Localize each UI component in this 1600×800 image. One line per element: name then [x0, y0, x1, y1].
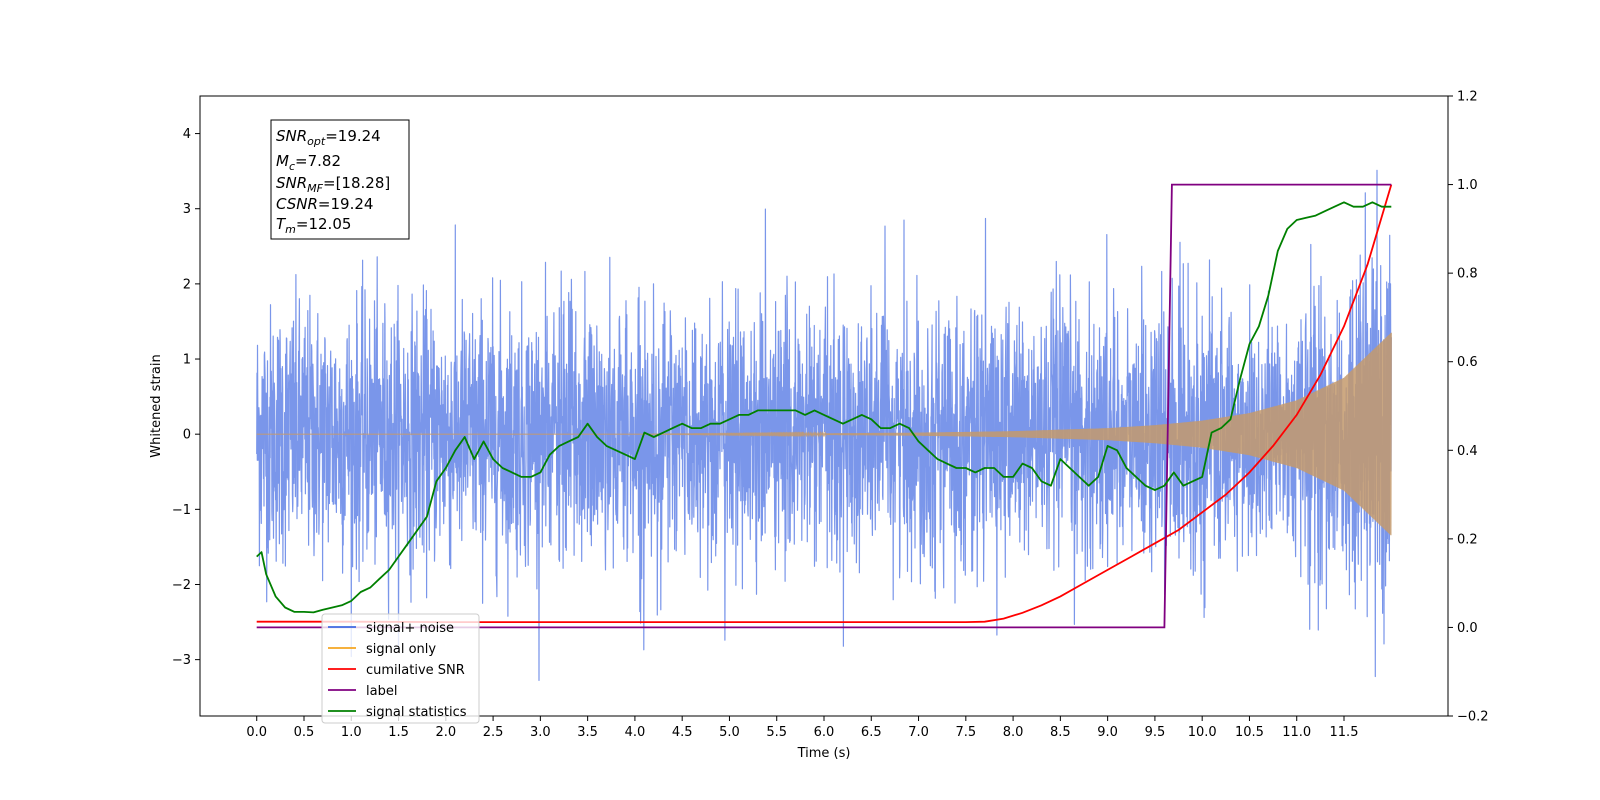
series-signal-only: [256, 332, 1392, 536]
annotation-line: Tm=12.05: [276, 215, 351, 236]
y-right-tick-label: 1.2: [1457, 90, 1478, 105]
x-tick-label: 1.5: [388, 725, 409, 740]
annotation-line: SNRMF=[18.28]: [276, 174, 390, 195]
series-cumulative-snr: [256, 184, 1393, 623]
annotation-line: SNRopt=19.24: [276, 127, 381, 148]
x-tick-label: 11.5: [1330, 725, 1359, 740]
legend-label: signal only: [366, 642, 436, 657]
legend-label: signal+ noise: [366, 621, 454, 636]
series-signal-noise: [256, 169, 1392, 681]
x-tick-label: 5.0: [719, 725, 740, 740]
x-tick-label: 2.0: [435, 725, 456, 740]
x-axis-label: Time (s): [797, 746, 851, 761]
y-tick-label: −2: [172, 578, 191, 593]
y-axis-label: Whitened strain: [149, 354, 164, 457]
y-tick-label: 1: [183, 353, 191, 368]
y-tick-label: −1: [172, 503, 191, 518]
series-signal-statistics: [256, 201, 1392, 614]
x-tick-label: 10.0: [1188, 725, 1217, 740]
y-tick-label: 0: [183, 428, 191, 443]
x-tick-label: 7.5: [955, 725, 976, 740]
x-tick-label: 8.5: [1050, 725, 1071, 740]
legend-label: label: [366, 684, 397, 699]
x-tick-label: 4.0: [625, 725, 646, 740]
y-tick-label: 2: [183, 277, 191, 292]
x-tick-label: 8.0: [1003, 725, 1024, 740]
y-axis-right: −0.2 0.0 0.2 0.4 0.6 0.8 1.0 1.2: [1448, 90, 1489, 725]
annotation-box: SNRopt=19.24 Mc=7.82SNRMF=[18.28]CSNR=19.…: [270, 119, 410, 240]
x-tick-label: 10.5: [1235, 725, 1264, 740]
plot-area: [256, 169, 1393, 681]
y-right-tick-label: 0.0: [1457, 621, 1478, 636]
x-axis: 0.0 0.5 1.0 1.5 2.0 2.5 3.0 3.5 4.0 4.5 5.0 5.5 6.0 6…: [246, 716, 1358, 740]
y-right-tick-label: 0.4: [1457, 444, 1478, 459]
x-tick-label: 4.5: [672, 725, 693, 740]
x-tick-label: 11.0: [1282, 725, 1311, 740]
legend: signal+ noise signal only cumilative SNR la…: [321, 613, 480, 724]
y-right-tick-label: 0.6: [1457, 355, 1478, 370]
x-tick-label: 0.0: [246, 725, 267, 740]
y-tick-label: 3: [183, 202, 191, 217]
y-right-tick-label: 0.8: [1457, 267, 1478, 282]
annotation-line: CSNR=19.24: [276, 195, 373, 213]
y-tick-label: −3: [172, 653, 191, 668]
x-tick-label: 7.0: [908, 725, 929, 740]
series-label: [256, 183, 1392, 629]
x-tick-label: 1.0: [341, 725, 362, 740]
y-right-tick-label: −0.2: [1457, 710, 1489, 725]
annotation-line: Mc=7.82: [276, 152, 341, 173]
x-tick-label: 3.0: [530, 725, 551, 740]
x-tick-label: 5.5: [766, 725, 787, 740]
y-right-tick-label: 1.0: [1457, 178, 1478, 193]
legend-label: signal statistics: [366, 705, 467, 720]
x-tick-label: 6.0: [814, 725, 835, 740]
x-tick-label: 0.5: [294, 725, 315, 740]
x-tick-label: 2.5: [483, 725, 504, 740]
x-tick-label: 9.5: [1145, 725, 1166, 740]
legend-label: cumilative SNR: [366, 663, 465, 678]
x-tick-label: 6.5: [861, 725, 882, 740]
y-tick-label: 4: [183, 127, 191, 142]
x-tick-label: 9.0: [1097, 725, 1118, 740]
legend-frame: [321, 613, 480, 724]
annotation-frame: [270, 119, 410, 240]
y-right-tick-label: 0.2: [1457, 532, 1478, 547]
y-axis-left: −3 −2 −1 0 1 2 3 4: [172, 127, 200, 668]
x-tick-label: 3.5: [577, 725, 598, 740]
